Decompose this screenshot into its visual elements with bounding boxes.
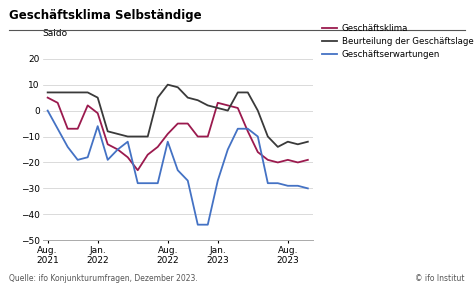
Text: Geschäftsklima Selbständige: Geschäftsklima Selbständige (9, 9, 202, 21)
Beurteilung der Geschäftslage (265, 135, 271, 138)
Geschäftserwartungen (65, 145, 71, 149)
Geschäftsklima (155, 145, 161, 149)
Geschäftsklima (75, 127, 81, 130)
Geschäftserwartungen (125, 140, 130, 143)
Beurteilung der Geschäftslage (45, 91, 51, 94)
Geschäftsklima (45, 96, 51, 99)
Geschäftsklima (95, 112, 100, 115)
Geschäftsklima (135, 168, 141, 172)
Geschäftsklima (235, 106, 241, 110)
Beurteilung der Geschäftslage (175, 86, 181, 89)
Text: Saldo: Saldo (43, 29, 68, 38)
Geschäftserwartungen (215, 179, 220, 182)
Geschäftserwartungen (245, 127, 251, 130)
Geschäftserwartungen (135, 182, 141, 185)
Geschäftsklima (165, 132, 171, 136)
Beurteilung der Geschäftslage (205, 104, 210, 107)
Beurteilung der Geschäftslage (195, 98, 201, 102)
Line: Beurteilung der Geschäftslage: Beurteilung der Geschäftslage (48, 85, 308, 147)
Geschäftsklima (225, 104, 231, 107)
Beurteilung der Geschäftslage (275, 145, 281, 149)
Geschäftserwartungen (305, 187, 310, 190)
Beurteilung der Geschäftslage (75, 91, 81, 94)
Geschäftserwartungen (235, 127, 241, 130)
Beurteilung der Geschäftslage (115, 132, 120, 136)
Beurteilung der Geschäftslage (55, 91, 61, 94)
Geschäftserwartungen (105, 158, 110, 162)
Geschäftserwartungen (45, 109, 51, 112)
Line: Geschäftserwartungen: Geschäftserwartungen (48, 111, 308, 225)
Geschäftsklima (85, 104, 91, 107)
Geschäftsklima (195, 135, 201, 138)
Geschäftserwartungen (55, 127, 61, 130)
Beurteilung der Geschäftslage (185, 96, 191, 99)
Beurteilung der Geschäftslage (215, 106, 220, 110)
Geschäftserwartungen (195, 223, 201, 227)
Beurteilung der Geschäftslage (235, 91, 241, 94)
Text: Quelle: ifo Konjunkturumfragen, Dezember 2023.: Quelle: ifo Konjunkturumfragen, Dezember… (9, 274, 198, 283)
Geschäftserwartungen (85, 156, 91, 159)
Beurteilung der Geschäftslage (165, 83, 171, 86)
Beurteilung der Geschäftslage (255, 109, 261, 112)
Beurteilung der Geschäftslage (85, 91, 91, 94)
Beurteilung der Geschäftslage (65, 91, 71, 94)
Line: Geschäftsklima: Geschäftsklima (48, 98, 308, 170)
Beurteilung der Geschäftslage (135, 135, 141, 138)
Geschäftserwartungen (255, 135, 261, 138)
Geschäftserwartungen (95, 124, 100, 128)
Beurteilung der Geschäftslage (285, 140, 291, 143)
Beurteilung der Geschäftslage (225, 109, 231, 112)
Geschäftsklima (125, 156, 130, 159)
Geschäftsklima (215, 101, 220, 104)
Geschäftserwartungen (285, 184, 291, 188)
Geschäftsklima (265, 158, 271, 162)
Geschäftsklima (305, 158, 310, 162)
Geschäftsklima (285, 158, 291, 162)
Geschäftserwartungen (115, 148, 120, 151)
Geschäftserwartungen (275, 182, 281, 185)
Geschäftserwartungen (155, 182, 161, 185)
Geschäftserwartungen (185, 179, 191, 182)
Geschäftserwartungen (225, 148, 231, 151)
Geschäftsklima (185, 122, 191, 125)
Beurteilung der Geschäftslage (105, 130, 110, 133)
Geschäftsklima (105, 143, 110, 146)
Geschäftsklima (55, 101, 61, 104)
Text: © ifo Institut: © ifo Institut (415, 274, 465, 283)
Geschäftserwartungen (205, 223, 210, 227)
Geschäftsklima (65, 127, 71, 130)
Geschäftsklima (275, 161, 281, 164)
Geschäftsklima (255, 150, 261, 154)
Geschäftserwartungen (145, 182, 151, 185)
Beurteilung der Geschäftslage (145, 135, 151, 138)
Beurteilung der Geschäftslage (245, 91, 251, 94)
Geschäftsklima (115, 148, 120, 151)
Beurteilung der Geschäftslage (295, 143, 301, 146)
Geschäftserwartungen (295, 184, 301, 188)
Geschäftsklima (145, 153, 151, 156)
Beurteilung der Geschäftslage (305, 140, 310, 143)
Geschäftsklima (245, 130, 251, 133)
Geschäftserwartungen (75, 158, 81, 162)
Beurteilung der Geschäftslage (125, 135, 130, 138)
Geschäftsklima (175, 122, 181, 125)
Beurteilung der Geschäftslage (95, 96, 100, 99)
Geschäftserwartungen (175, 168, 181, 172)
Geschäftserwartungen (265, 182, 271, 185)
Geschäftsklima (205, 135, 210, 138)
Geschäftserwartungen (165, 140, 171, 143)
Legend: Geschäftsklima, Beurteilung der Geschäftslage, Geschäftserwartungen: Geschäftsklima, Beurteilung der Geschäft… (322, 24, 474, 59)
Geschäftsklima (295, 161, 301, 164)
Beurteilung der Geschäftslage (155, 96, 161, 99)
